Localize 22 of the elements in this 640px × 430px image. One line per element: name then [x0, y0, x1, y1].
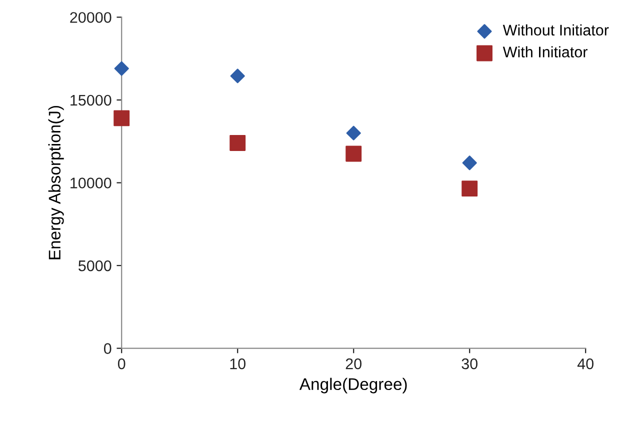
x-tick-label: 0: [118, 358, 126, 370]
y-tick-label: 10000: [70, 178, 112, 188]
y-tick-label: 0: [104, 343, 112, 354]
x-tick-label: 30: [462, 358, 478, 370]
y-tick-label: 15000: [70, 94, 112, 106]
point: [114, 110, 130, 126]
x-tick-label: 10: [230, 358, 246, 370]
point: [114, 61, 129, 76]
point: [462, 180, 478, 197]
point: [230, 135, 246, 151]
x-axis-title: Angle(Degree): [299, 378, 407, 394]
point: [462, 156, 477, 170]
y-tick-label: 20000: [70, 12, 112, 23]
x-tick-label: 40: [577, 358, 594, 370]
y-axis-title: Energy Absorption(J): [48, 106, 64, 260]
legend-label: With Initiator: [502, 46, 588, 58]
y-tick-label: 5000: [78, 260, 112, 272]
point: [346, 146, 362, 162]
legend-label: Without Initiator: [502, 24, 609, 36]
x-tick-label: 20: [346, 358, 362, 370]
point: [230, 68, 245, 84]
point: [346, 126, 361, 140]
